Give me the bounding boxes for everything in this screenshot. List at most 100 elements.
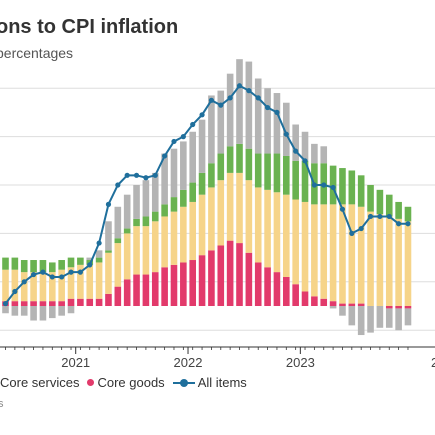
all-items-point xyxy=(180,134,186,140)
bar-core-services xyxy=(367,211,374,306)
x-tick-label-partial: 2 xyxy=(431,355,435,370)
bar-food xyxy=(217,153,225,181)
bar-core-services xyxy=(2,269,9,302)
x-tick-label: 2022 xyxy=(174,355,203,370)
bar-energy xyxy=(67,306,75,314)
bar-core-services xyxy=(189,201,196,261)
all-items-point xyxy=(115,182,121,188)
bar-food xyxy=(357,175,365,207)
bar-food xyxy=(133,218,140,227)
bar-core-services xyxy=(77,264,84,299)
legend-item-all-items: All items xyxy=(172,374,247,390)
bar-energy xyxy=(11,306,19,316)
legend-label-core-services: Core services xyxy=(0,374,80,390)
bar-food xyxy=(348,170,356,205)
bar-food xyxy=(254,153,262,188)
all-items-point xyxy=(311,182,317,188)
bar-energy xyxy=(133,185,140,219)
bar-core-goods xyxy=(226,240,234,306)
all-items-point xyxy=(321,182,327,188)
bar-core-goods xyxy=(95,298,103,306)
all-items-point xyxy=(386,213,392,220)
bar-core-services xyxy=(123,233,131,280)
bar-food xyxy=(30,260,37,273)
stacked-bars xyxy=(2,59,412,336)
bar-energy xyxy=(404,308,412,326)
all-items-point xyxy=(264,104,271,111)
bar-core-services xyxy=(245,180,253,253)
bar-core-goods xyxy=(86,298,94,306)
core-goods-dot-icon xyxy=(87,378,95,386)
bar-core-goods xyxy=(320,298,328,306)
all-items-point xyxy=(40,269,46,275)
bar-core-services xyxy=(283,194,290,277)
bar-core-services xyxy=(198,194,206,256)
bar-core-goods xyxy=(142,274,150,306)
bar-core-services xyxy=(39,272,47,302)
all-items-point xyxy=(349,230,355,236)
bar-energy xyxy=(236,59,243,144)
all-items-point xyxy=(330,184,336,191)
bar-core-goods xyxy=(161,267,168,306)
bar-food xyxy=(20,260,28,273)
bar-food xyxy=(58,260,65,270)
legend-item-core-services: Core services xyxy=(0,375,79,390)
bar-core-services xyxy=(226,172,234,241)
all-items-point xyxy=(302,158,308,164)
bar-core-goods xyxy=(30,301,37,306)
bar-core-goods xyxy=(151,272,159,306)
bar-food xyxy=(283,155,290,195)
bar-core-goods xyxy=(283,276,290,306)
bar-core-services xyxy=(11,269,19,302)
bar-core-services xyxy=(292,199,299,285)
bar-core-services xyxy=(208,187,215,251)
source-note: s xyxy=(0,398,4,410)
bar-core-goods xyxy=(339,303,346,306)
bar-core-goods xyxy=(189,260,196,306)
bar-core-goods xyxy=(180,262,187,306)
bar-food xyxy=(105,250,112,253)
bar-core-goods xyxy=(39,301,47,306)
all-items-point xyxy=(30,271,37,278)
bar-core-services xyxy=(86,264,94,299)
bar-core-goods xyxy=(58,301,65,306)
bar-energy xyxy=(170,148,178,198)
bar-energy xyxy=(198,119,206,173)
all-items-line-icon xyxy=(172,378,195,387)
all-items-point xyxy=(77,269,83,275)
all-items-point xyxy=(68,269,74,275)
bar-energy xyxy=(357,306,365,336)
legend-label-all-items: All items xyxy=(197,374,247,390)
bar-core-services xyxy=(180,206,187,263)
bar-core-services xyxy=(376,214,384,306)
all-items-point xyxy=(405,221,411,227)
bar-core-goods xyxy=(49,301,56,306)
bar-core-services xyxy=(301,201,309,292)
all-items-point xyxy=(190,121,196,128)
bar-food xyxy=(376,189,384,215)
all-items-point xyxy=(227,95,233,101)
bar-core-services xyxy=(264,189,271,268)
bar-energy xyxy=(283,102,290,156)
legend: Core services Core goods All items xyxy=(0,373,255,391)
all-items-point xyxy=(162,153,168,159)
bar-energy xyxy=(385,308,393,328)
bar-food xyxy=(189,182,196,202)
all-items-point xyxy=(133,172,140,178)
bar-food xyxy=(77,257,84,265)
bar-energy xyxy=(142,180,150,217)
bar-food xyxy=(180,189,187,207)
bar-energy xyxy=(226,73,234,147)
bar-core-goods xyxy=(133,274,140,306)
all-items-line xyxy=(2,83,411,307)
bar-energy xyxy=(348,306,356,326)
all-items-point xyxy=(12,288,18,295)
bar-core-services xyxy=(395,218,402,306)
all-items-point xyxy=(293,148,299,154)
bar-core-services xyxy=(114,243,122,287)
all-items-point xyxy=(218,102,224,108)
bar-food xyxy=(95,257,103,263)
bar-core-services xyxy=(348,204,356,304)
bar-food xyxy=(49,262,56,273)
bar-food xyxy=(208,163,215,188)
